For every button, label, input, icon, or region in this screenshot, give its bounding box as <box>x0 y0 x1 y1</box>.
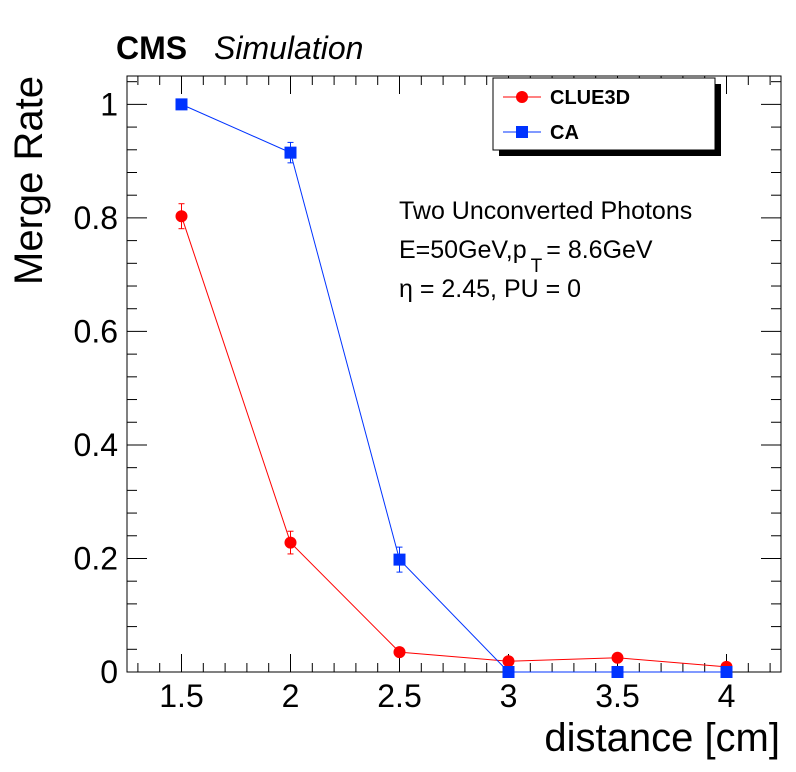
series-line <box>181 216 727 668</box>
data-point <box>611 651 624 664</box>
data-point <box>502 655 515 668</box>
data-point <box>393 646 406 659</box>
series-line <box>181 103 727 673</box>
x-tick-label: 4 <box>718 678 736 714</box>
y-tick-label: 0 <box>100 654 118 690</box>
series-clue3d <box>175 203 733 673</box>
legend-label: CLUE3D <box>550 87 630 109</box>
y-tick-label: 0.6 <box>74 313 118 349</box>
plot-frame <box>126 75 782 673</box>
series-ca <box>175 98 733 678</box>
data-point <box>502 666 515 678</box>
y-tick-label: 0.8 <box>74 200 118 236</box>
legend-box <box>492 77 716 151</box>
data-point <box>611 666 624 678</box>
legend-marker <box>516 91 528 103</box>
annotation-pt-subscript: T <box>531 256 543 277</box>
legend-entry-clue3d: CLUE3D <box>503 87 630 109</box>
y-tick-labels: 0 0.2 0.4 0.6 0.8 1 <box>74 86 118 690</box>
legend-entry-ca: CA <box>503 122 579 144</box>
cms-label: CMS <box>116 30 187 66</box>
axis-ticks <box>127 76 781 673</box>
data-point <box>284 146 297 159</box>
y-tick-label: 0.2 <box>74 540 118 576</box>
annotation-energy: E=50GeV,pT= 8.6GeV <box>399 236 653 277</box>
y-tick-label: 0.4 <box>74 427 118 463</box>
y-axis-title: Merge Rate <box>7 76 51 285</box>
y-tick-label: 1 <box>100 86 118 122</box>
data-point <box>175 210 188 223</box>
legend-entries: CLUE3D CA <box>503 87 630 144</box>
x-tick-labels: 1.5 2 2.5 3 3.5 4 <box>159 678 735 714</box>
data-point <box>175 98 188 111</box>
data-point <box>393 553 406 566</box>
series-layer <box>175 98 733 678</box>
legend-label: CA <box>550 122 579 144</box>
annotation-pt-value: = 8.6GeV <box>546 236 653 264</box>
x-tick-label: 2 <box>282 678 300 714</box>
simulation-label: Simulation <box>214 30 363 66</box>
x-tick-label: 2.5 <box>377 678 421 714</box>
data-point <box>720 666 733 678</box>
annotation-process: Two Unconverted Photons <box>399 197 692 225</box>
legend-marker <box>516 126 528 138</box>
x-tick-label: 3.5 <box>595 678 639 714</box>
data-point <box>284 536 297 549</box>
x-tick-label: 1.5 <box>159 678 203 714</box>
x-tick-label: 3 <box>500 678 518 714</box>
legend: CLUE3D CA <box>492 77 721 156</box>
x-axis-title: distance [cm] <box>544 716 780 760</box>
annotation-eta-pu: η = 2.45, PU = 0 <box>399 275 581 303</box>
annotation-energy-part: E=50GeV,p <box>399 236 527 264</box>
